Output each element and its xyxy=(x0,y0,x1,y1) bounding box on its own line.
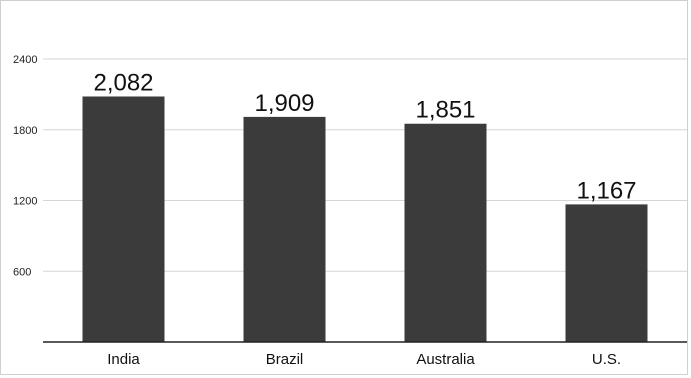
x-tick-label: U.S. xyxy=(592,351,621,368)
bar-australia xyxy=(404,123,487,342)
data-labels: 2,082 1,909 1,851 1,167 xyxy=(93,69,636,204)
data-label: 2,082 xyxy=(93,69,153,96)
x-axis-labels: India Brazil Australia U.S. xyxy=(107,351,621,368)
y-axis-ticks: 600 1200 1800 2400 xyxy=(13,54,37,278)
data-label: 1,851 xyxy=(415,97,475,124)
bar-us xyxy=(565,204,648,342)
bar-brazil xyxy=(243,116,326,342)
y-tick-label: 1200 xyxy=(13,196,37,208)
y-tick-label: 600 xyxy=(13,266,31,278)
data-label: 1,909 xyxy=(254,90,314,117)
x-tick-label: India xyxy=(107,351,140,368)
data-label: 1,167 xyxy=(576,177,636,204)
x-tick-label: Australia xyxy=(416,351,475,368)
y-tick-label: 2400 xyxy=(13,54,37,66)
x-tick-label: Brazil xyxy=(266,351,304,368)
bars xyxy=(82,96,648,342)
bar-india xyxy=(82,96,165,342)
y-tick-label: 1800 xyxy=(13,125,37,137)
